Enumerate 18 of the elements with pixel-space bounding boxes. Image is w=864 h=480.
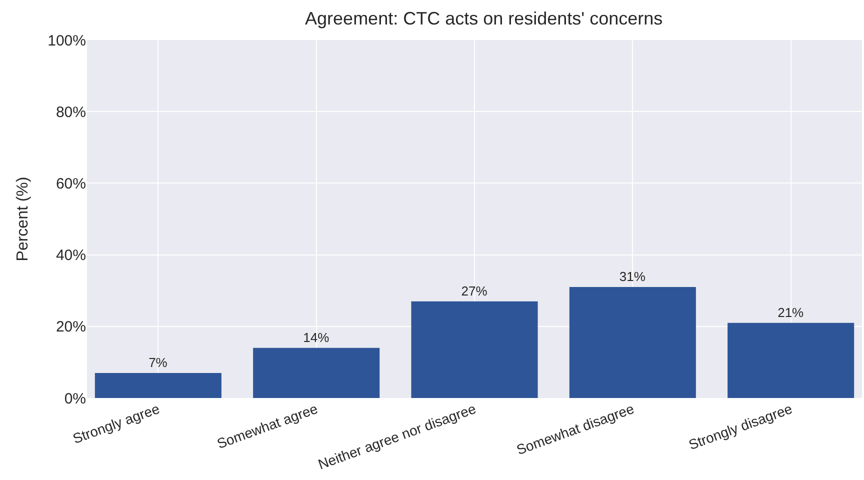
bar <box>411 301 538 398</box>
y-tick-label: 0% <box>64 390 86 408</box>
y-tick-label: 40% <box>56 247 86 264</box>
y-tick-label: 80% <box>56 104 86 121</box>
data-label: 27% <box>461 283 488 298</box>
data-label: 7% <box>148 354 168 370</box>
y-tick-label: 100% <box>48 32 86 50</box>
data-label: 21% <box>778 304 804 320</box>
y-axis-title: Percent (%) <box>14 176 32 262</box>
bar <box>94 372 222 398</box>
y-tick-label: 60% <box>56 175 86 192</box>
bar <box>728 322 854 398</box>
bar <box>253 348 380 398</box>
y-tick-label: 20% <box>56 318 86 336</box>
data-label: 14% <box>303 330 330 345</box>
data-label: 31% <box>619 269 646 284</box>
chart-title: Agreement: CTC acts on residents' concerns <box>305 8 663 29</box>
bar <box>569 287 696 398</box>
